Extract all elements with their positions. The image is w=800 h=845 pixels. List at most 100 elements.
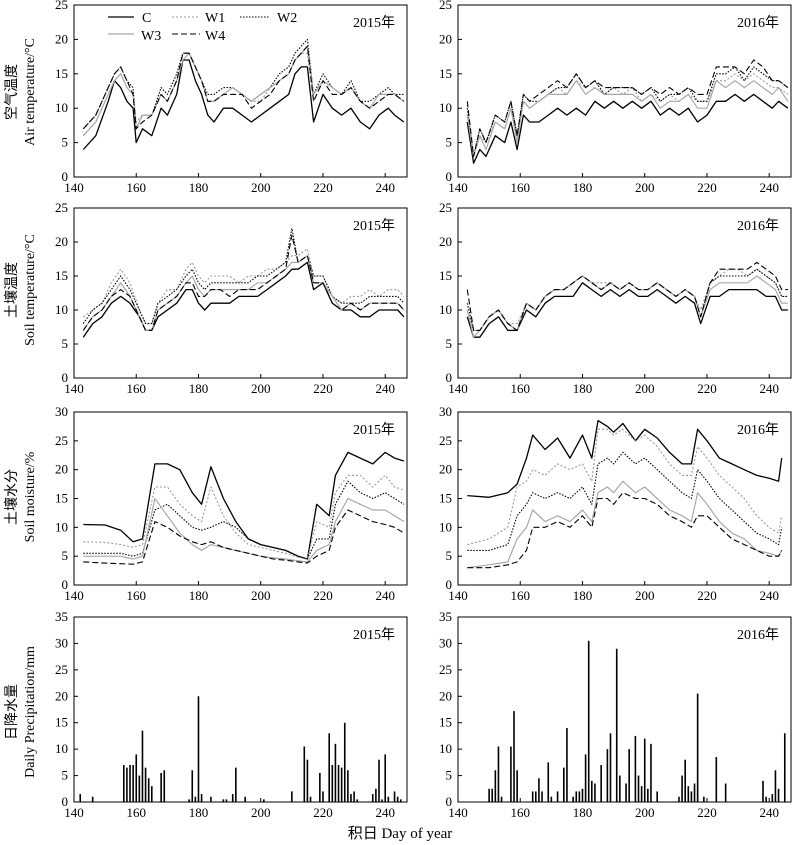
y-tick-label: 5 [446, 548, 453, 563]
y-tick-label: 0 [62, 370, 69, 385]
panel-2-0: 0 5 10 15 20 25 30 140 160 180 200 220 240 2015年 [55, 404, 408, 603]
x-tick-label: 220 [697, 588, 717, 603]
x-tick-label: 180 [573, 588, 593, 603]
series-line-c [466, 93, 789, 164]
series-line-w2 [82, 227, 405, 325]
x-tick-label: 180 [189, 588, 209, 603]
plot-frame [457, 207, 792, 379]
y-tick-label: 20 [55, 234, 68, 249]
x-tick-label: 140 [64, 588, 84, 603]
x-tick-label: 160 [510, 588, 530, 603]
y-tick-label: 0 [446, 169, 453, 184]
series-line-w4 [83, 509, 405, 565]
x-tick-label: 180 [189, 180, 209, 195]
y-tick-label: 20 [55, 688, 68, 703]
series-line-c [82, 59, 405, 150]
y-tick-label: 15 [55, 491, 68, 506]
x-tick-label: 200 [635, 180, 655, 195]
y-tick-label: 0 [446, 577, 453, 592]
y-tick-label: 10 [55, 302, 68, 317]
y-tick-label: 25 [439, 662, 452, 677]
x-tick-label: 140 [448, 805, 468, 820]
x-tick-label: 180 [573, 381, 593, 396]
y-tick-label: 10 [55, 100, 68, 115]
x-tick-label: 160 [126, 805, 146, 820]
row-label-cn-moisture: 土壤水分 [3, 469, 20, 525]
y-tick-label: 30 [55, 635, 68, 650]
series-line-w1 [82, 248, 405, 325]
y-tick-label: 10 [55, 519, 68, 534]
series-line-w1 [466, 268, 788, 331]
y-tick-label: 25 [439, 200, 452, 215]
x-tick-label: 200 [251, 381, 271, 396]
y-tick-label: 25 [55, 662, 68, 677]
series-line-w1 [83, 474, 405, 560]
x-tick-label: 240 [759, 588, 779, 603]
year-label: 2016年 [737, 627, 779, 643]
y-tick-label: 20 [55, 31, 68, 46]
year-label: 2015年 [353, 627, 395, 643]
y-tick-label: 15 [55, 268, 68, 283]
y-tick-label: 20 [439, 688, 452, 703]
x-tick-label: 220 [697, 381, 717, 396]
x-tick-label: 140 [448, 180, 468, 195]
x-tick-label: 180 [573, 180, 593, 195]
legend: C W1 W2 W3 W4 [108, 11, 297, 44]
y-tick-label: 0 [62, 794, 69, 809]
x-tick-label: 200 [251, 588, 271, 603]
x-tick-label: 240 [375, 588, 395, 603]
y-tick-label: 0 [62, 577, 69, 592]
row-label-cn-air: 空气温度 [4, 64, 20, 120]
x-tick-label: 200 [251, 805, 271, 820]
y-tick-label: 20 [439, 462, 452, 477]
year-label: 2015年 [353, 15, 395, 31]
year-label: 2016年 [737, 218, 779, 234]
series-line-w2 [467, 451, 783, 551]
year-label: 2015年 [353, 422, 395, 438]
series-line-w2 [83, 480, 405, 560]
y-tick-label: 15 [439, 66, 452, 81]
x-tick-label: 220 [313, 588, 333, 603]
series-line-w2 [466, 268, 788, 331]
x-tick-label: 220 [313, 180, 333, 195]
panel-2-1: 0 5 10 15 20 25 30 140 160 180 200 220 240 2016年 [439, 404, 792, 603]
y-tick-label: 35 [439, 609, 452, 624]
y-tick-label: 10 [55, 741, 68, 756]
row-label-cn-soil-temp: 土壤温度 [3, 262, 20, 318]
legend-label-c: C [142, 11, 151, 26]
plot-frame [73, 4, 408, 178]
x-tick-label: 180 [573, 805, 593, 820]
year-label: 2016年 [737, 15, 779, 31]
y-tick-label: 5 [446, 768, 453, 783]
x-tick-label: 140 [64, 805, 84, 820]
x-tick-label: 160 [126, 588, 146, 603]
x-tick-label: 160 [510, 180, 530, 195]
series-line-w4 [466, 59, 789, 157]
x-tick-label: 240 [375, 805, 395, 820]
x-tick-label: 240 [759, 805, 779, 820]
x-tick-label: 240 [375, 180, 395, 195]
plot-frame [73, 207, 408, 379]
year-label: 2015年 [353, 218, 395, 234]
y-tick-label: 25 [439, 0, 452, 12]
y-tick-label: 30 [55, 404, 68, 419]
y-tick-label: 5 [62, 135, 69, 150]
series-line-w3 [466, 275, 788, 338]
x-tick-label: 220 [313, 381, 333, 396]
x-axis-label: 积日 Day of year [348, 825, 453, 842]
panel-0-1: 0 5 10 15 20 25 140 160 180 200 220 240 2016年 [439, 0, 792, 195]
y-tick-label: 35 [55, 609, 68, 624]
y-tick-label: 10 [439, 519, 452, 534]
y-tick-label: 10 [439, 100, 452, 115]
series-line-w4 [467, 492, 783, 569]
y-tick-label: 15 [55, 66, 68, 81]
series-line-w4 [82, 45, 405, 130]
row-label-en-soil-temp: Soil temperature/°C [23, 234, 38, 346]
y-tick-label: 10 [439, 302, 452, 317]
y-tick-label: 30 [439, 635, 452, 650]
y-tick-label: 0 [62, 169, 69, 184]
y-tick-label: 10 [439, 741, 452, 756]
x-tick-label: 140 [448, 588, 468, 603]
